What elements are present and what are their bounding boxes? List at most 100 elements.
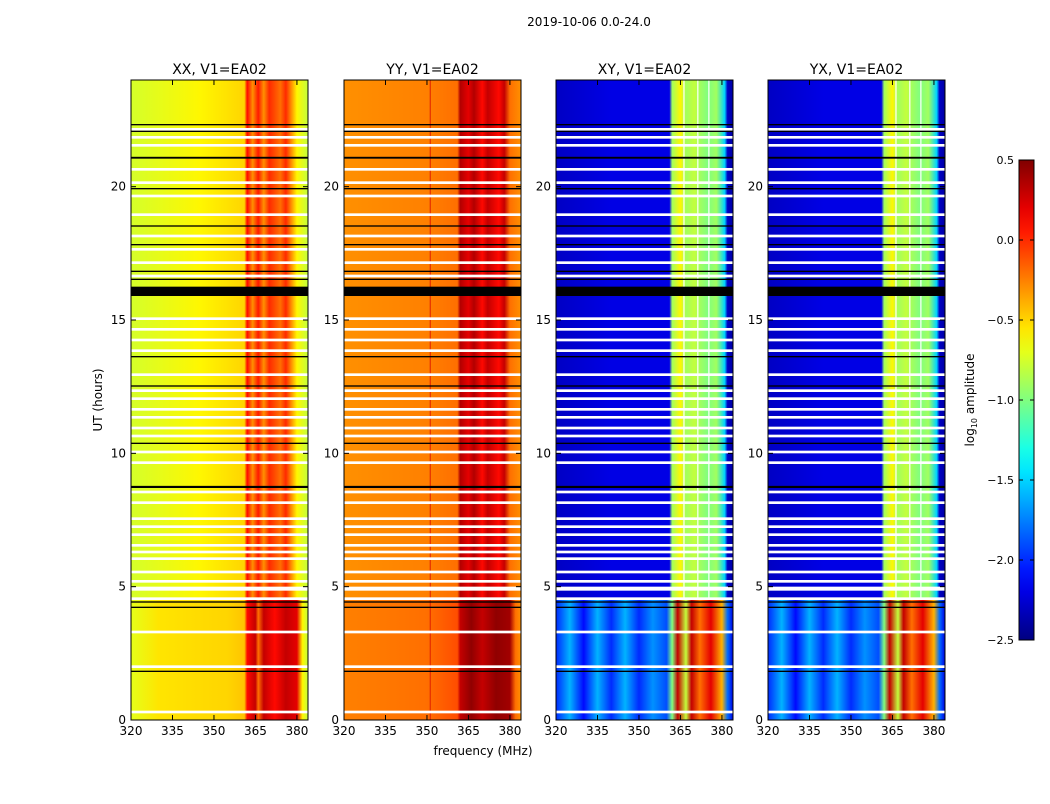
flagged-row bbox=[768, 557, 945, 560]
flagged-row bbox=[131, 136, 308, 139]
zero-row bbox=[131, 156, 308, 159]
zero-row bbox=[131, 670, 308, 672]
flagged-row bbox=[556, 397, 733, 400]
panel-title: XX, V1=EA02 bbox=[172, 62, 267, 78]
flagged-row bbox=[556, 416, 733, 419]
flagged-row bbox=[556, 194, 733, 198]
flagged-row bbox=[131, 544, 308, 547]
flagged-row bbox=[131, 490, 308, 494]
flagged-row bbox=[131, 630, 308, 634]
flagged-row bbox=[344, 397, 521, 400]
flagged-row bbox=[344, 389, 521, 392]
flagged-row bbox=[768, 248, 945, 251]
zero-row bbox=[556, 442, 733, 444]
zero-row bbox=[768, 442, 945, 444]
panel-title: YX, V1=EA02 bbox=[809, 62, 904, 78]
flagged-row bbox=[556, 525, 733, 528]
flagged-row bbox=[344, 570, 521, 574]
flagged-row bbox=[768, 517, 945, 520]
flagged-row bbox=[768, 710, 945, 714]
y-tick-label: 5 bbox=[331, 580, 339, 594]
flagged-row bbox=[768, 168, 945, 171]
zero-row bbox=[556, 356, 733, 358]
flagged-row bbox=[131, 710, 308, 714]
flagged-row bbox=[768, 580, 945, 583]
flagged-row bbox=[556, 349, 733, 352]
flagged-row bbox=[768, 328, 945, 331]
flagged-row bbox=[768, 128, 945, 131]
zero-row bbox=[344, 278, 521, 280]
flagged-row bbox=[556, 630, 733, 634]
flagged-row bbox=[344, 128, 521, 131]
flagged-row bbox=[556, 710, 733, 714]
y-tick-label: 15 bbox=[324, 313, 339, 327]
flagged-row bbox=[344, 274, 521, 278]
zero-row bbox=[131, 130, 308, 132]
zero-row bbox=[131, 286, 308, 296]
flagged-row bbox=[556, 426, 733, 430]
panel-yy: YY, V1=EA02 320 335 350 365 380 0 5 10 15 20 bbox=[324, 62, 522, 738]
flagged-row bbox=[768, 389, 945, 392]
flagged-row bbox=[344, 328, 521, 331]
flagged-row bbox=[131, 461, 308, 464]
flagged-row bbox=[131, 338, 308, 342]
flagged-row bbox=[344, 248, 521, 251]
y-tick-label: 0 bbox=[755, 713, 763, 727]
flagged-row bbox=[131, 181, 308, 184]
zero-row bbox=[131, 385, 308, 387]
zero-row bbox=[556, 670, 733, 672]
panel-xx: XX, V1=EA02 320 335 350 365 380 0 5 10 15 20 bbox=[111, 62, 309, 738]
zero-row bbox=[556, 188, 733, 190]
y-tick-label: 10 bbox=[324, 446, 339, 460]
x-tick-label: 335 bbox=[798, 724, 821, 738]
flagged-row bbox=[768, 213, 945, 216]
flagged-row bbox=[556, 234, 733, 238]
heatmap-segment-early bbox=[131, 600, 308, 720]
zero-row bbox=[131, 442, 308, 444]
x-tick-label: 365 bbox=[457, 724, 480, 738]
flagged-row bbox=[131, 373, 308, 376]
panel-title: XY, V1=EA02 bbox=[598, 62, 692, 78]
flagged-row bbox=[768, 144, 945, 147]
x-tick-label: 320 bbox=[757, 724, 780, 738]
zero-row bbox=[344, 156, 521, 159]
flagged-row bbox=[131, 525, 308, 528]
zero-row bbox=[768, 225, 945, 227]
x-tick-label: 320 bbox=[545, 724, 568, 738]
zero-row bbox=[131, 244, 308, 246]
zero-row bbox=[556, 278, 733, 280]
zero-row bbox=[556, 225, 733, 227]
zero-row bbox=[344, 356, 521, 358]
axes-frame bbox=[130, 79, 309, 721]
heatmap-segment-early bbox=[344, 600, 521, 720]
flagged-row bbox=[344, 317, 521, 320]
flagged-row bbox=[344, 586, 521, 591]
flagged-row bbox=[768, 338, 945, 342]
flagged-row bbox=[344, 544, 521, 547]
flagged-row bbox=[344, 213, 521, 216]
zero-row bbox=[344, 385, 521, 387]
flagged-row bbox=[131, 597, 308, 600]
zero-row bbox=[768, 286, 945, 296]
flagged-row bbox=[344, 373, 521, 376]
flagged-row bbox=[344, 416, 521, 419]
flagged-row bbox=[344, 665, 521, 668]
flagged-row bbox=[768, 397, 945, 400]
zero-row bbox=[344, 286, 521, 296]
flagged-row bbox=[768, 274, 945, 278]
zero-row bbox=[768, 385, 945, 387]
axes-frame bbox=[767, 79, 946, 721]
zero-row bbox=[131, 270, 308, 272]
flagged-row bbox=[556, 580, 733, 583]
x-tick-label: 380 bbox=[922, 724, 945, 738]
heatmap-segment-early bbox=[556, 600, 733, 720]
colorbar-tick-label: −0.5 bbox=[987, 314, 1014, 327]
y-tick-label: 20 bbox=[748, 180, 763, 194]
flagged-row bbox=[556, 501, 733, 504]
zero-row bbox=[344, 606, 521, 608]
x-tick-label: 365 bbox=[669, 724, 692, 738]
zero-row bbox=[344, 601, 521, 603]
flagged-row bbox=[556, 181, 733, 184]
flagged-row bbox=[344, 261, 521, 264]
